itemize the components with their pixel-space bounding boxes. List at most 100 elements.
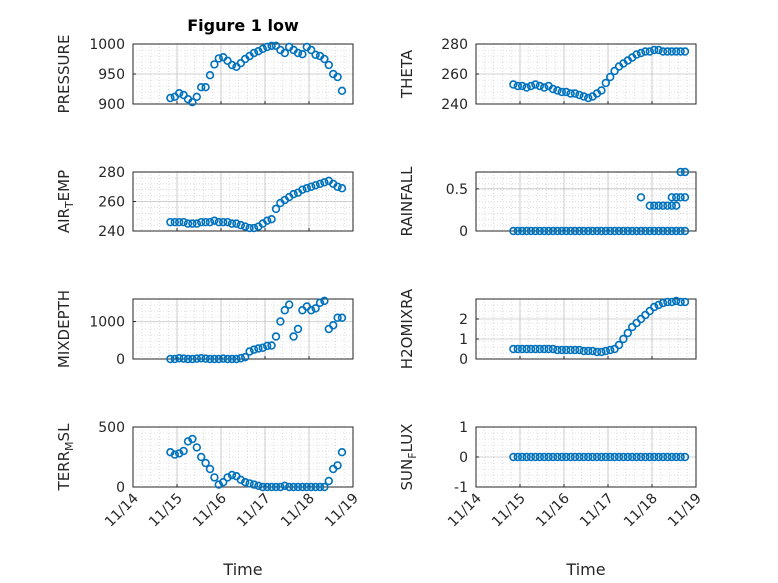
- data-point: [561, 345, 571, 355]
- data-point: [663, 201, 672, 210]
- data-point: [623, 328, 632, 338]
- data-point: [298, 185, 307, 194]
- data-point: [249, 345, 259, 354]
- y-axis-label: RAINFALL: [398, 166, 416, 237]
- data-point: [570, 226, 580, 236]
- data-point: [245, 223, 254, 233]
- data-point: [285, 482, 294, 492]
- data-point: [315, 482, 325, 492]
- data-point: [605, 72, 615, 82]
- x-tick-label: 11/16: [190, 490, 230, 530]
- data-point: [663, 47, 672, 56]
- x-tick-label: 11/19: [322, 491, 362, 531]
- y-axis-label-text: TERR: [55, 451, 73, 492]
- data-point: [610, 66, 619, 76]
- axes-outline: [475, 426, 697, 488]
- data-point: [245, 479, 254, 488]
- y-axis-label-text: AIR: [55, 208, 73, 233]
- data-point: [205, 70, 215, 80]
- data-point: [636, 452, 646, 462]
- data-point: [632, 50, 641, 59]
- data-point: [671, 226, 681, 236]
- data-point: [183, 354, 193, 364]
- y-tick-label: 0: [116, 352, 125, 368]
- data-point: [271, 204, 281, 214]
- data-point: [249, 48, 259, 58]
- data-point: [241, 478, 250, 487]
- data-point: [188, 354, 197, 364]
- y-tick-label: 280: [441, 37, 468, 53]
- data-point: [654, 452, 663, 462]
- y-axis-label-text: SL: [55, 423, 73, 442]
- y-tick-label: 1000: [89, 37, 125, 53]
- data-point: [539, 83, 549, 92]
- data-point: [614, 226, 624, 236]
- data-point: [223, 56, 232, 65]
- data-point: [179, 90, 188, 100]
- data-point: [267, 341, 276, 350]
- y-tick-label: 0: [459, 352, 468, 368]
- axes-outline: [475, 298, 697, 360]
- data-point: [553, 86, 562, 95]
- data-point: [210, 216, 219, 225]
- axes-outline: [475, 171, 697, 232]
- data-point: [280, 306, 289, 315]
- y-axis-label-text: THETA: [398, 49, 416, 99]
- data-point: [654, 300, 663, 310]
- data-point: [583, 452, 593, 462]
- data-point: [676, 452, 685, 462]
- data-point: [588, 346, 597, 356]
- subplot-6: 0 1 2 H2OMIXRA: [398, 288, 697, 369]
- subplot-8: 11/14 11/15 11/16 11/17 11/18 11/19 -1 0 1 SUNFLU…: [398, 420, 705, 530]
- x-tick-label: 11/15: [146, 491, 186, 531]
- x-tick-label: 11/16: [533, 490, 573, 530]
- data-point: [627, 226, 637, 236]
- x-tick-label: 11/14: [102, 490, 142, 530]
- data-point: [645, 452, 654, 462]
- data-point: [522, 452, 531, 462]
- data-point: [311, 181, 320, 190]
- x-tick-label: 11/19: [665, 491, 705, 531]
- data-point: [241, 222, 250, 231]
- data-point: [614, 340, 624, 350]
- data-point: [517, 226, 527, 236]
- data-point: [175, 449, 184, 458]
- data-point: [641, 226, 650, 236]
- data-point: [513, 226, 522, 236]
- data-point: [311, 50, 320, 59]
- data-point: [276, 317, 285, 326]
- data-point: [223, 473, 232, 482]
- data-point: [680, 226, 690, 236]
- data-point: [676, 47, 685, 56]
- y-axis-label-text: SUN: [398, 459, 416, 491]
- data-point: [205, 464, 215, 474]
- data-point: [610, 452, 619, 462]
- data-point: [539, 226, 549, 236]
- data-point: [557, 226, 566, 236]
- data-point: [658, 201, 668, 210]
- y-tick-label: 1: [459, 332, 468, 348]
- axes-outline: [132, 426, 354, 488]
- subplot-3: 240 260 280 AIRTEMP: [55, 165, 354, 240]
- data-point: [214, 480, 224, 489]
- data-point: [205, 354, 215, 364]
- data-point: [333, 182, 342, 191]
- x-tick-label: 11/15: [489, 491, 529, 531]
- data-point: [188, 219, 197, 228]
- y-tick-label: 0: [116, 480, 125, 496]
- data-point: [258, 343, 267, 352]
- data-point: [632, 226, 641, 236]
- data-point: [258, 44, 267, 53]
- data-point: [588, 226, 597, 236]
- data-point: [166, 354, 175, 364]
- y-tick-label: 1000: [89, 315, 125, 331]
- data-point: [535, 344, 544, 354]
- data-point: [509, 80, 518, 89]
- data-point: [526, 81, 536, 91]
- y-axis-label-subscript: F: [406, 452, 419, 458]
- data-point: [271, 41, 281, 50]
- y-tick-label: 260: [98, 195, 125, 211]
- data-point: [210, 354, 219, 364]
- y-tick-label: 240: [98, 224, 125, 240]
- data-point: [201, 82, 210, 92]
